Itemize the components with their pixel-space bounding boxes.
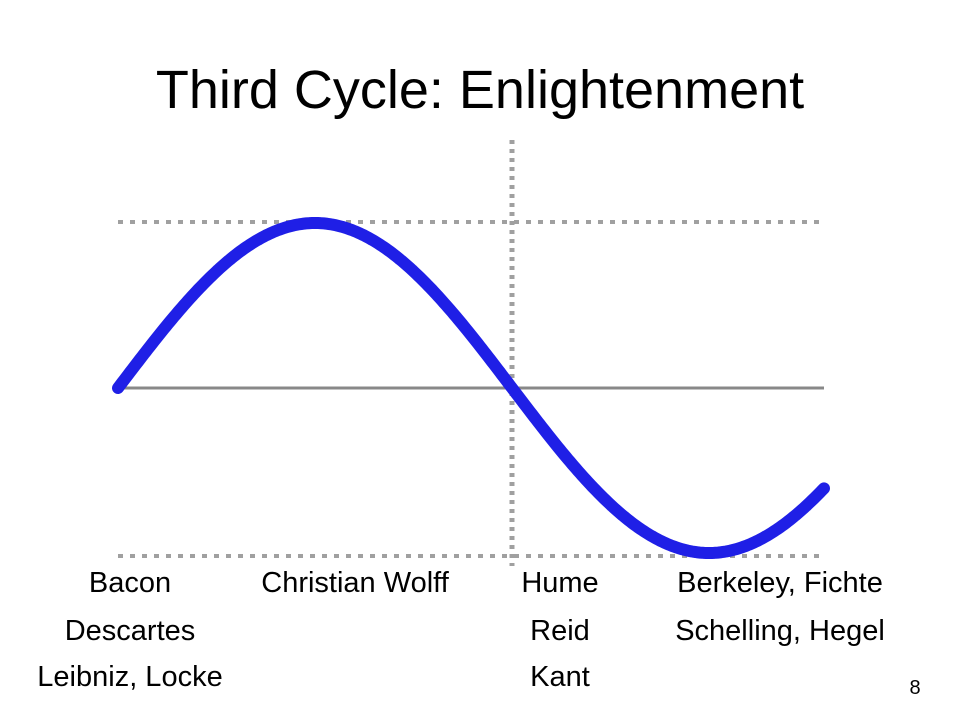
label-christian-wolff: Christian Wolff bbox=[261, 567, 449, 599]
label-reid: Reid bbox=[530, 615, 590, 647]
label-leibniz-locke: Leibniz, Locke bbox=[37, 661, 223, 693]
page-number: 8 bbox=[909, 677, 921, 699]
label-schelling-hegel: Schelling, Hegel bbox=[675, 615, 885, 647]
label-descartes: Descartes bbox=[64, 615, 196, 647]
sine-curve bbox=[112, 217, 830, 559]
label-berkeley-fichte: Berkeley, Fichte bbox=[677, 567, 883, 599]
label-hume: Hume bbox=[521, 567, 599, 599]
label-bacon: Bacon bbox=[88, 567, 172, 599]
label-kant: Kant bbox=[530, 661, 590, 693]
slide-title: Third Cycle: Enlightenment bbox=[155, 60, 805, 120]
